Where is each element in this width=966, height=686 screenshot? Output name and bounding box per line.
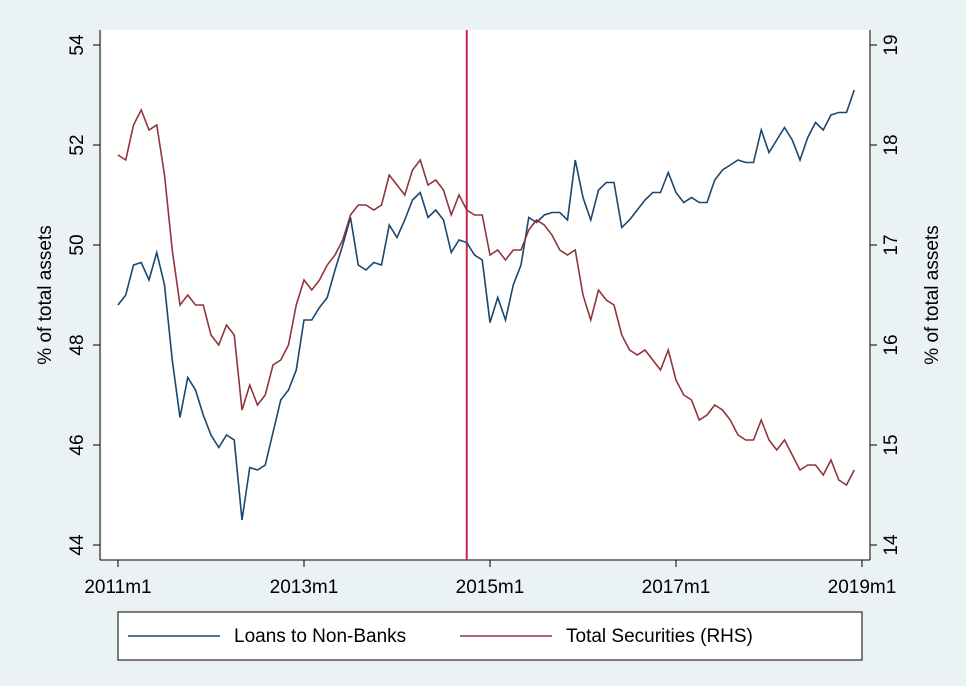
y2-tick-label: 19 <box>881 34 902 55</box>
y2-tick-label: 18 <box>881 134 902 155</box>
y2-tick-label: 15 <box>881 434 902 455</box>
y-tick-label: 48 <box>67 334 88 355</box>
x-tick-label: 2019m1 <box>828 577 897 598</box>
y2-tick-label: 17 <box>881 234 902 255</box>
y-tick-label: 50 <box>67 234 88 255</box>
x-tick-label: 2015m1 <box>456 577 525 598</box>
legend-label: Loans to Non-Banks <box>234 626 406 647</box>
y-axis-label: % of total assets <box>35 225 56 364</box>
y-tick-label: 52 <box>67 134 88 155</box>
y-tick-label: 44 <box>67 534 88 556</box>
y2-axis-label: % of total assets <box>922 225 943 364</box>
y-tick-label: 46 <box>67 434 88 455</box>
legend-label: Total Securities (RHS) <box>566 626 753 647</box>
y-tick-label: 54 <box>67 34 88 56</box>
y2-tick-label: 16 <box>881 334 902 355</box>
series-line <box>117 89 856 521</box>
legend <box>117 611 863 661</box>
x-tick-label: 2013m1 <box>270 577 339 598</box>
x-tick-label: 2011m1 <box>84 577 151 598</box>
series-line <box>117 108 855 487</box>
x-tick-label: 2017m1 <box>642 577 711 598</box>
y2-tick-label: 14 <box>881 534 902 556</box>
